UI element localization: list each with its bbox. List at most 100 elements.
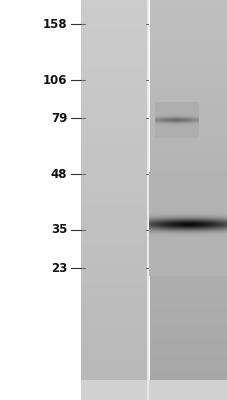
Bar	[150, 326, 227, 328]
Bar	[81, 352, 146, 354]
Text: 158: 158	[42, 18, 67, 30]
Bar	[150, 158, 227, 160]
Bar	[81, 200, 146, 202]
Bar	[150, 236, 227, 238]
Bar	[150, 386, 227, 388]
Bar	[150, 356, 227, 358]
Bar	[150, 266, 227, 268]
Bar	[150, 278, 227, 280]
Bar	[150, 76, 227, 78]
Bar	[81, 310, 146, 312]
Bar	[81, 88, 146, 90]
Bar	[150, 140, 227, 142]
Bar	[81, 390, 146, 392]
Bar	[81, 208, 146, 210]
Bar	[150, 348, 227, 350]
Bar	[81, 348, 146, 350]
Bar	[81, 336, 146, 338]
Bar	[150, 18, 227, 20]
Bar	[150, 116, 227, 118]
Bar	[150, 298, 227, 300]
Bar	[81, 28, 146, 30]
Bar	[150, 138, 227, 140]
Bar	[150, 318, 227, 320]
Bar	[81, 102, 146, 104]
Bar	[81, 182, 146, 184]
Bar	[81, 32, 146, 34]
Bar	[150, 306, 227, 308]
Bar	[150, 310, 227, 312]
Bar	[81, 346, 146, 348]
Bar	[81, 112, 146, 114]
Bar	[150, 334, 227, 336]
Bar	[81, 362, 146, 364]
Bar	[81, 126, 146, 128]
Bar	[81, 66, 146, 68]
Bar	[150, 378, 227, 380]
Bar	[81, 270, 146, 272]
Bar	[150, 372, 227, 374]
Bar	[150, 258, 227, 260]
Bar	[150, 20, 227, 22]
Bar	[81, 0, 146, 2]
Bar	[81, 308, 146, 310]
Bar	[81, 172, 146, 174]
Bar	[150, 290, 227, 292]
Bar	[81, 190, 146, 192]
Bar	[81, 254, 146, 256]
Bar	[81, 274, 146, 276]
Bar	[81, 164, 146, 166]
Bar	[150, 280, 227, 282]
Bar	[81, 34, 146, 36]
Bar	[150, 122, 227, 124]
Bar	[81, 90, 146, 92]
Bar	[150, 354, 227, 356]
Bar	[81, 232, 146, 234]
Bar	[150, 26, 227, 28]
Text: 106: 106	[43, 74, 67, 86]
Bar	[81, 106, 146, 108]
Bar	[150, 288, 227, 290]
Bar	[81, 168, 146, 170]
Bar	[150, 302, 227, 304]
Bar	[81, 340, 146, 342]
Bar	[150, 72, 227, 74]
Bar	[150, 228, 227, 230]
Bar	[81, 220, 146, 222]
Bar	[150, 152, 227, 154]
Bar	[81, 316, 146, 318]
Bar	[81, 2, 146, 4]
Bar	[150, 292, 227, 294]
Bar	[150, 352, 227, 354]
Bar	[81, 58, 146, 60]
Bar	[150, 192, 227, 194]
Bar	[150, 114, 227, 116]
Bar	[150, 62, 227, 64]
Bar	[81, 302, 146, 304]
Bar	[81, 210, 146, 212]
Bar	[81, 256, 146, 258]
Bar	[150, 190, 227, 192]
Bar	[150, 36, 227, 38]
Bar	[150, 218, 227, 220]
Bar	[150, 262, 227, 264]
Bar	[150, 4, 227, 6]
Bar	[150, 214, 227, 216]
Bar	[81, 56, 146, 58]
Bar	[150, 270, 227, 272]
Bar	[81, 392, 146, 394]
Bar	[81, 132, 146, 134]
Bar	[81, 284, 146, 286]
Bar	[150, 0, 227, 2]
Bar	[81, 18, 146, 20]
Bar	[150, 340, 227, 342]
Bar	[81, 6, 146, 8]
Bar	[150, 160, 227, 162]
Bar	[150, 110, 227, 112]
Bar	[150, 336, 227, 338]
Bar	[150, 80, 227, 82]
Bar	[150, 92, 227, 94]
Bar	[81, 262, 146, 264]
Bar	[81, 188, 146, 190]
Bar	[150, 90, 227, 92]
